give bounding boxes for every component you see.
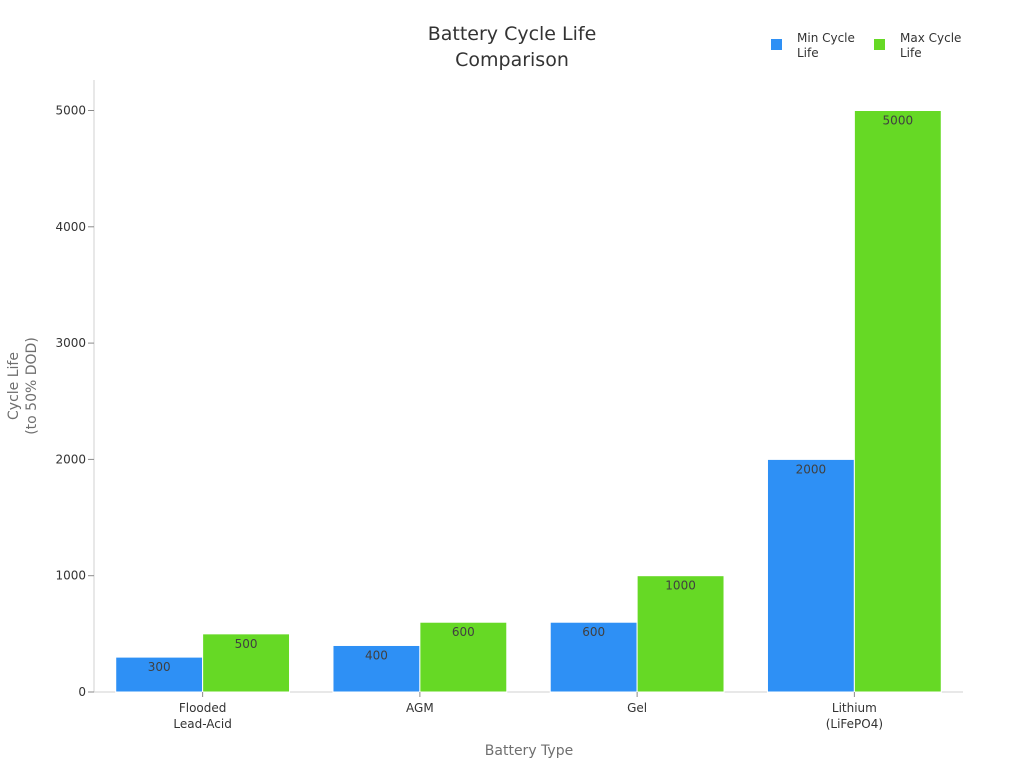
x-axis-title: Battery Type bbox=[485, 743, 573, 759]
legend-label: Life bbox=[900, 46, 922, 60]
y-axis-title: Cycle Life (to 50% DOD) bbox=[6, 337, 40, 435]
bar-value-label: 5000 bbox=[883, 114, 914, 128]
chart-title-line: Battery Cycle Life bbox=[428, 23, 597, 45]
bar-value-label: 500 bbox=[235, 637, 258, 651]
legend-label: Min Cycle bbox=[797, 31, 855, 45]
y-tick-label: 4000 bbox=[55, 220, 86, 234]
y-axis-title-line: Cycle Life bbox=[6, 352, 22, 420]
y-tick-label: 2000 bbox=[55, 452, 86, 466]
x-tick-label: (LiFePO4) bbox=[826, 717, 883, 731]
chart-title-line: Comparison bbox=[455, 49, 569, 71]
data-labels: 300 500 400 600 600 1000 2000 5000 bbox=[148, 114, 913, 675]
legend-label: Max Cycle bbox=[900, 31, 961, 45]
y-tick-label: 0 bbox=[78, 685, 86, 699]
y-axis-ticks: 0 1000 2000 3000 4000 5000 bbox=[55, 104, 94, 699]
y-tick-label: 3000 bbox=[55, 336, 86, 350]
bar bbox=[636, 575, 725, 693]
x-axis-ticks: Flooded Lead-Acid AGM Gel Lithium (LiFePO4) bbox=[173, 692, 883, 731]
bar-value-label: 600 bbox=[452, 625, 475, 639]
chart-title: Battery Cycle Life Comparison bbox=[428, 23, 597, 71]
bar bbox=[115, 656, 204, 693]
bar bbox=[202, 633, 291, 693]
bar-value-label: 300 bbox=[148, 660, 171, 674]
y-tick-label: 5000 bbox=[55, 104, 86, 118]
x-tick-label: Lithium bbox=[832, 701, 877, 715]
x-tick-label: Lead-Acid bbox=[173, 717, 231, 731]
x-tick-label: AGM bbox=[406, 701, 434, 715]
x-tick-label: Flooded bbox=[179, 701, 227, 715]
bar-value-label: 400 bbox=[365, 648, 388, 662]
bar-value-label: 2000 bbox=[796, 462, 827, 476]
legend-swatch bbox=[771, 39, 782, 50]
bar-value-label: 1000 bbox=[665, 579, 696, 593]
legend-swatch bbox=[874, 39, 885, 50]
bar bbox=[419, 621, 508, 693]
bars bbox=[115, 110, 942, 693]
y-axis-title-line: (to 50% DOD) bbox=[24, 337, 40, 435]
bar bbox=[766, 458, 855, 693]
y-tick-label: 1000 bbox=[55, 569, 86, 583]
bar-value-label: 600 bbox=[582, 625, 605, 639]
legend-label: Life bbox=[797, 46, 819, 60]
x-tick-label: Gel bbox=[627, 701, 647, 715]
bar bbox=[853, 110, 942, 693]
